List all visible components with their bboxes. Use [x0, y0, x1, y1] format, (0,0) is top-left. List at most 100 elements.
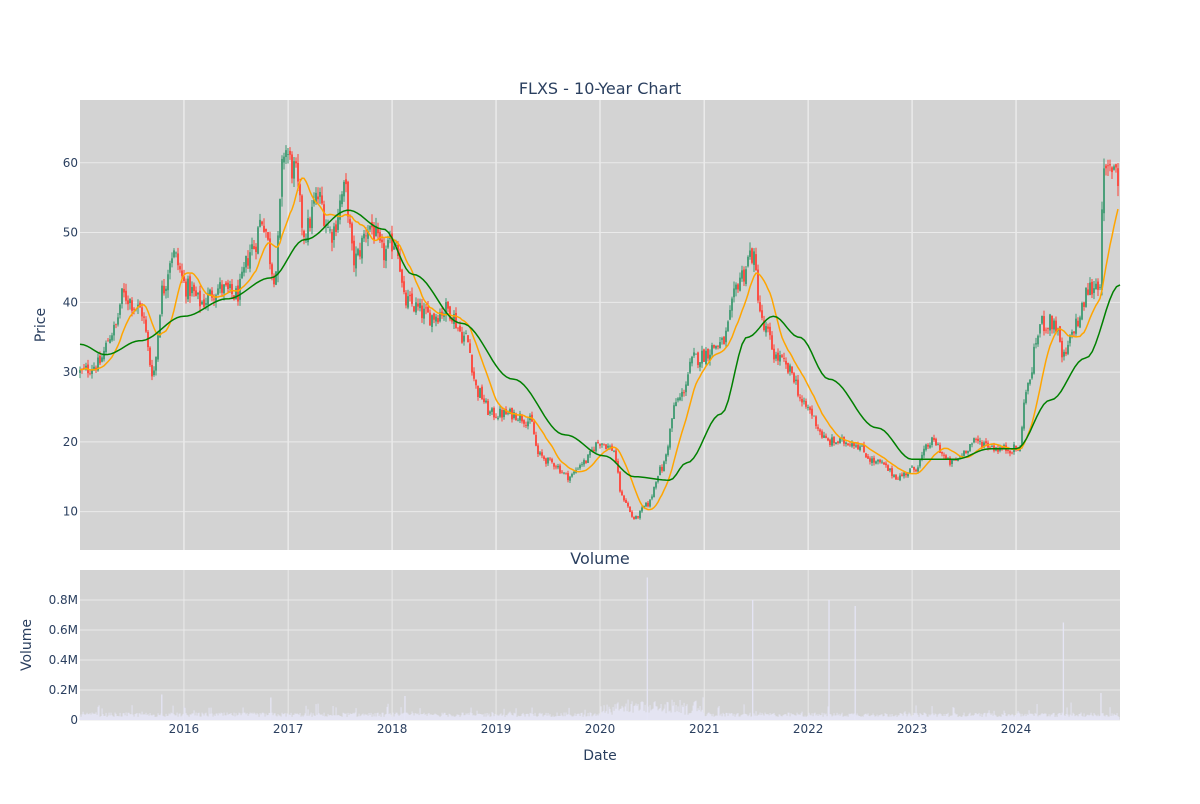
candle-body: [405, 292, 407, 306]
volume-bar: [255, 714, 257, 720]
volume-bar: [1003, 710, 1005, 720]
volume-bar: [680, 712, 682, 720]
volume-bar: [231, 714, 233, 720]
candle-body: [689, 361, 691, 373]
volume-bar: [848, 713, 850, 720]
volume-bar: [583, 714, 585, 720]
volume-bar: [473, 714, 475, 720]
candle-body: [313, 199, 315, 204]
volume-bar: [645, 712, 647, 720]
volume-bar: [485, 716, 487, 720]
volume-bar: [633, 705, 635, 720]
volume-bar: [543, 715, 545, 720]
volume-bar: [155, 716, 157, 720]
candle-body: [969, 444, 971, 452]
volume-bar: [250, 713, 252, 720]
volume-bar: [1028, 710, 1030, 720]
volume-bar: [851, 713, 853, 720]
volume-bar: [850, 713, 852, 720]
volume-bar: [433, 714, 435, 720]
volume-bar-spike: [161, 694, 163, 720]
volume-bar: [279, 715, 281, 720]
volume-bar: [139, 713, 141, 720]
volume-bar: [686, 704, 688, 720]
volume-bar: [218, 712, 220, 720]
volume-y-tick-label: 0.4M: [49, 653, 78, 667]
candle-body: [191, 287, 193, 294]
volume-bar: [338, 715, 340, 720]
candle-body: [761, 310, 763, 318]
volume-bar: [824, 714, 826, 720]
volume-bar: [87, 714, 89, 720]
volume-bar: [681, 705, 683, 720]
candle-body: [493, 408, 495, 418]
candle-body: [411, 293, 413, 305]
volume-bar: [465, 713, 467, 720]
volume-bar: [391, 716, 393, 720]
volume-bar: [670, 712, 672, 720]
candle-body: [1049, 314, 1051, 331]
volume-bar: [262, 712, 264, 720]
candle-body: [245, 255, 247, 268]
volume-bar: [147, 714, 149, 720]
volume-bar: [304, 713, 306, 720]
volume-bar: [616, 703, 618, 720]
candle-body: [653, 486, 655, 498]
candle-body: [335, 224, 337, 233]
volume-bar: [1016, 713, 1018, 720]
candle-body: [323, 204, 325, 226]
volume-bar: [928, 714, 930, 720]
volume-bar: [283, 713, 285, 720]
volume-bar: [842, 716, 844, 720]
volume-bar: [400, 707, 402, 720]
volume-bar: [966, 716, 968, 720]
volume-bar: [209, 713, 211, 720]
volume-bar: [491, 711, 493, 720]
candle-body: [747, 256, 749, 267]
volume-bar: [1083, 713, 1085, 720]
volume-bar: [920, 713, 922, 720]
volume-bar: [258, 716, 260, 720]
candle-body: [803, 400, 805, 402]
volume-bar: [559, 715, 561, 720]
candle-body: [729, 309, 731, 320]
candle-body: [741, 270, 743, 279]
candle-body: [821, 431, 823, 438]
volume-bar: [127, 712, 129, 720]
candle-body: [777, 352, 779, 361]
volume-bar: [1017, 711, 1019, 720]
volume-bar: [652, 708, 654, 720]
volume-bar: [885, 713, 887, 720]
volume-bar: [812, 716, 814, 720]
volume-bar: [788, 712, 790, 720]
volume-bar: [116, 716, 118, 720]
candle-body: [179, 266, 181, 270]
candle-body: [903, 472, 905, 477]
volume-bar: [138, 713, 140, 720]
volume-bar: [548, 715, 550, 720]
volume-bar: [822, 716, 824, 720]
volume-bar: [986, 713, 988, 720]
candle-body: [1085, 287, 1087, 307]
volume-bar: [506, 715, 508, 720]
volume-bar: [675, 705, 677, 720]
volume-bar: [1029, 713, 1031, 720]
volume-bar: [159, 715, 161, 720]
volume-bar: [969, 712, 971, 720]
volume-bar: [843, 716, 845, 720]
volume-bar: [634, 705, 636, 720]
candle-body: [991, 446, 993, 448]
volume-bar: [545, 712, 547, 720]
volume-bar: [331, 715, 333, 720]
candle-body: [241, 271, 243, 279]
volume-bar: [783, 714, 785, 720]
volume-bar: [863, 714, 865, 720]
candle-body: [873, 457, 875, 463]
volume-bar: [729, 713, 731, 720]
candle-body: [759, 302, 761, 312]
volume-bar: [597, 715, 599, 720]
candle-body: [879, 459, 881, 463]
candle-body: [1023, 402, 1025, 429]
volume-bar: [188, 716, 190, 720]
candle-body: [351, 223, 353, 244]
